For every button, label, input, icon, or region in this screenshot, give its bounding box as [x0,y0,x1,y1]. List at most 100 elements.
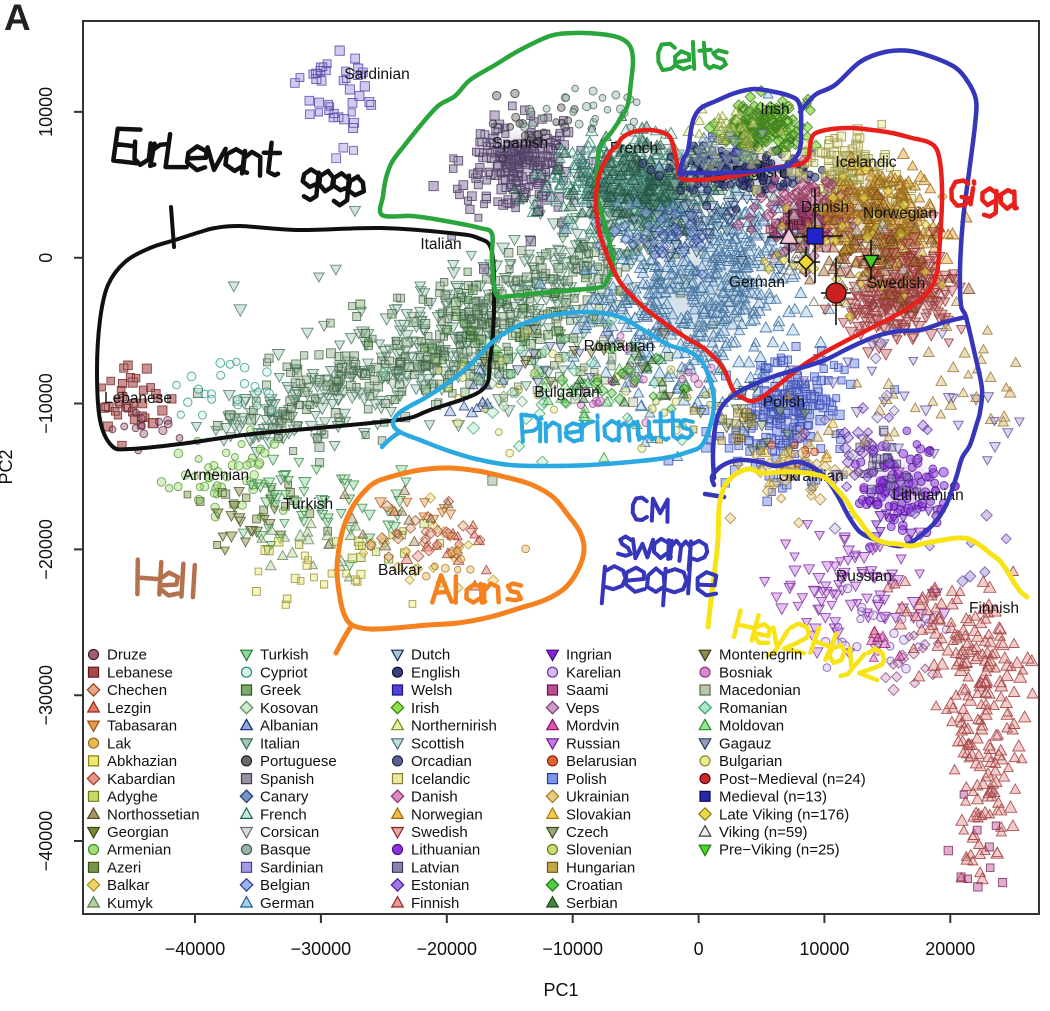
svg-text:Orcadian: Orcadian [411,753,472,770]
svg-text:Polish: Polish [763,394,805,411]
svg-text:Swedish: Swedish [411,824,468,841]
svg-text:Veps: Veps [566,700,599,717]
svg-text:Armenian: Armenian [183,467,249,484]
svg-text:Druze: Druze [107,647,147,664]
svg-text:Italian: Italian [420,236,461,253]
svg-text:Dutch: Dutch [411,647,450,664]
svg-text:Swedish: Swedish [867,275,926,292]
svg-text:Corsican: Corsican [260,824,319,841]
svg-text:Estonian: Estonian [411,877,469,894]
svg-text:Danish: Danish [801,199,849,216]
svg-text:Lithuanian: Lithuanian [892,487,964,504]
svg-text:Spanish: Spanish [492,135,548,152]
svg-text:Tabasaran: Tabasaran [107,718,177,735]
svg-text:Scottish: Scottish [411,735,464,752]
svg-text:−10000: −10000 [36,373,56,434]
svg-text:Lezgin: Lezgin [107,700,151,717]
svg-text:PC1: PC1 [543,980,578,1000]
svg-text:Latvian: Latvian [411,860,459,877]
svg-text:−40000: −40000 [165,939,226,959]
svg-text:Saami: Saami [566,682,609,699]
svg-text:Belgian: Belgian [260,877,310,894]
svg-text:Kumyk: Kumyk [107,895,153,912]
svg-text:Kosovan: Kosovan [260,700,318,717]
svg-text:−20000: −20000 [36,519,56,580]
svg-text:Turkish: Turkish [283,496,333,513]
svg-text:Sardinian: Sardinian [260,860,323,877]
svg-text:Medieval (n=13): Medieval (n=13) [719,789,827,806]
svg-text:Slovakian: Slovakian [566,806,631,823]
svg-text:Lak: Lak [107,735,132,752]
svg-text:Finnish: Finnish [969,600,1019,617]
svg-text:Romanian: Romanian [584,338,655,355]
svg-text:Irish: Irish [760,101,789,118]
svg-text:0: 0 [36,253,56,263]
svg-text:Bulgarian: Bulgarian [534,384,600,401]
svg-text:English: English [411,664,460,681]
svg-text:Italian: Italian [260,735,300,752]
svg-text:Late Viking (n=176): Late Viking (n=176) [719,806,849,823]
svg-text:Portuguese: Portuguese [260,753,337,770]
svg-text:Hungarian: Hungarian [566,860,635,877]
svg-text:0: 0 [694,939,704,959]
svg-text:Croatian: Croatian [566,877,623,894]
svg-text:Bosniak: Bosniak [719,664,773,681]
svg-text:French: French [260,806,307,823]
svg-text:Welsh: Welsh [411,682,452,699]
svg-text:Irish: Irish [411,700,439,717]
svg-text:Montenegrin: Montenegrin [719,647,802,664]
svg-text:French: French [610,140,658,157]
svg-text:Northernirish: Northernirish [411,718,497,735]
svg-text:−40000: −40000 [36,811,56,872]
svg-text:Slovenian: Slovenian [566,842,632,859]
svg-text:Icelandic: Icelandic [411,771,471,788]
svg-text:−20000: −20000 [417,939,478,959]
svg-text:Czech: Czech [566,824,609,841]
svg-text:−30000: −30000 [36,665,56,726]
svg-text:Lebanese: Lebanese [107,664,173,681]
svg-text:Albanian: Albanian [260,718,318,735]
svg-text:Cypriot: Cypriot [260,664,308,681]
svg-text:Balkar: Balkar [378,562,422,579]
svg-text:−10000: −10000 [542,939,603,959]
svg-text:A: A [4,0,31,38]
svg-text:Mordvin: Mordvin [566,718,619,735]
svg-text:PC2: PC2 [0,449,16,484]
svg-text:Adyghe: Adyghe [107,789,158,806]
svg-text:Chechen: Chechen [107,682,167,699]
svg-text:Spanish: Spanish [260,771,314,788]
svg-text:Polish: Polish [566,771,607,788]
svg-text:Bulgarian: Bulgarian [719,753,782,770]
svg-text:Moldovan: Moldovan [719,718,784,735]
svg-text:Romanian: Romanian [719,700,787,717]
svg-text:Ingrian: Ingrian [566,647,612,664]
svg-text:German: German [729,274,785,291]
svg-text:Gagauz: Gagauz [719,735,772,752]
svg-text:Northossetian: Northossetian [107,806,200,823]
svg-text:Armenian: Armenian [107,842,171,859]
svg-text:Norwegian: Norwegian [863,205,937,222]
svg-text:Ukrainian: Ukrainian [566,789,629,806]
svg-text:Azeri: Azeri [107,860,141,877]
svg-text:Abkhazian: Abkhazian [107,753,177,770]
svg-text:Serbian: Serbian [566,895,618,912]
svg-text:Russian: Russian [836,568,892,585]
svg-text:10000: 10000 [36,87,56,137]
svg-text:Belarusian: Belarusian [566,753,637,770]
svg-text:Pre−Viking (n=25): Pre−Viking (n=25) [719,842,840,859]
svg-text:Canary: Canary [260,789,309,806]
svg-text:Icelandic: Icelandic [835,154,896,171]
svg-text:Karelian: Karelian [566,664,621,681]
svg-text:Greek: Greek [260,682,301,699]
svg-text:Viking (n=59): Viking (n=59) [719,824,808,841]
svg-text:Lithuanian: Lithuanian [411,842,480,859]
svg-text:Russian: Russian [566,735,620,752]
svg-text:Sardinian: Sardinian [344,66,410,83]
svg-text:10000: 10000 [799,939,849,959]
svg-text:German: German [260,895,314,912]
svg-text:Basque: Basque [260,842,311,859]
svg-text:Georgian: Georgian [107,824,169,841]
svg-text:Norwegian: Norwegian [411,806,483,823]
svg-text:Kabardian: Kabardian [107,771,175,788]
svg-text:Post−Medieval (n=24): Post−Medieval (n=24) [719,771,866,788]
